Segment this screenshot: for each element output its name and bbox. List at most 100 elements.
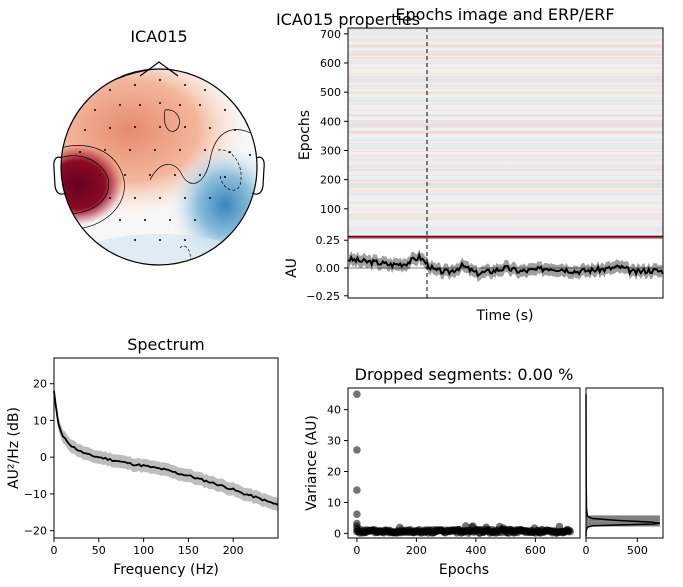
epoch-row <box>348 226 663 228</box>
spectrum-series-line <box>53 391 279 506</box>
epoch-row <box>348 67 663 69</box>
epoch-variance-point <box>566 527 574 536</box>
epoch-row <box>348 180 663 182</box>
topomap-panel: ICA015 <box>53 27 265 266</box>
figure-suptitle: ICA015 properties <box>276 10 420 29</box>
epoch-row <box>348 193 663 195</box>
topomap-left-ear <box>53 156 67 195</box>
erp-tick-label: −0.25 <box>306 290 340 303</box>
epoch-row <box>348 93 663 95</box>
epoch-row <box>348 180 663 181</box>
epochs-tick-label: 500 <box>320 86 341 99</box>
epoch-row <box>348 187 663 188</box>
epochs-tick-label: 400 <box>320 115 341 128</box>
epoch-row <box>348 125 663 127</box>
variance-histogram-density-line <box>585 394 661 537</box>
dropped-segments-title: Dropped segments: 0.00 % <box>355 365 574 384</box>
epoch-row <box>348 81 663 83</box>
spectrum-x-tick-label: 50 <box>92 544 106 557</box>
spectrum-y-tick-label: 0 <box>40 451 47 464</box>
epoch-row <box>348 51 663 53</box>
epoch-row <box>348 60 663 62</box>
histogram-bar <box>586 521 660 527</box>
epoch-row <box>348 166 663 168</box>
spectrum-y-tick-label: 20 <box>33 378 47 391</box>
epoch-row <box>348 53 663 55</box>
epoch-row <box>348 77 663 79</box>
spectrum-confidence-band <box>54 384 278 512</box>
epoch-row <box>348 44 663 46</box>
epoch-row <box>348 147 663 149</box>
epoch-row <box>348 61 663 63</box>
variance-histogram-panel: 0 500 <box>583 387 664 557</box>
topomap-contour-line <box>149 129 257 184</box>
epoch-row <box>348 145 663 147</box>
epochs-image-ylabel: Epochs <box>297 110 313 160</box>
epoch-row <box>348 29 663 31</box>
dropped-segments-xlabel: Epochs <box>439 562 489 578</box>
topomap-contour-line <box>61 145 125 231</box>
epoch-row <box>348 202 663 204</box>
topomap-nose <box>139 61 179 77</box>
epoch-row <box>348 184 663 186</box>
epoch-row <box>348 31 663 33</box>
epoch-row <box>348 186 663 188</box>
spectrum-ylabel: AU²/Hz (dB) <box>6 407 22 489</box>
scatter-y-tick-label: 0 <box>334 527 341 540</box>
dropped-segments-frame <box>347 387 581 539</box>
epoch-row <box>348 166 663 168</box>
epoch-row <box>348 218 663 220</box>
epoch-row <box>348 142 663 144</box>
epoch-row <box>348 63 663 65</box>
epoch-row <box>348 213 663 215</box>
erp-xlabel: Time (s) <box>476 308 534 324</box>
epochs-tick-label: 100 <box>320 203 341 216</box>
epoch-row <box>348 38 663 40</box>
epoch-row <box>348 114 663 116</box>
epoch-row <box>348 202 663 204</box>
epoch-row <box>348 79 663 81</box>
epoch-row <box>348 79 663 81</box>
spectrum-frame <box>53 357 279 539</box>
epoch-row <box>348 130 663 132</box>
epoch-row <box>348 91 663 93</box>
scatter-y-tick-label: 10 <box>327 496 341 509</box>
epoch-row <box>348 122 663 124</box>
topomap-contour-line <box>164 109 180 132</box>
epoch-row <box>348 54 663 55</box>
epoch-row <box>348 235 663 236</box>
dropped-segments-panel: Dropped segments: 0.00 % 0 200 400 600 0 10 20… <box>304 365 581 578</box>
spectrum-x-tick-label: 100 <box>133 544 154 557</box>
epoch-row <box>348 216 663 218</box>
epoch-row <box>348 228 663 230</box>
epoch-row <box>348 138 663 140</box>
spectrum-x-tick-label: 150 <box>178 544 199 557</box>
epoch-row <box>348 122 663 124</box>
topomap-contour-line <box>179 245 191 265</box>
epoch-row <box>348 73 663 75</box>
erp-ylabel: AU <box>284 258 300 278</box>
spectrum-x-tick-label: 200 <box>223 544 244 557</box>
epoch-row <box>348 74 663 76</box>
epoch-row <box>348 124 663 126</box>
epoch-row <box>348 217 663 218</box>
epoch-row <box>348 76 663 78</box>
spectrum-y-tick-label: −10 <box>24 488 47 501</box>
scatter-x-tick-label: 0 <box>353 544 360 557</box>
erp-y-ticks: 0.25 0.00 −0.25 <box>306 234 348 303</box>
epoch-row <box>348 180 663 182</box>
spectrum-y-tick-label: −20 <box>24 525 47 538</box>
epoch-variance-point <box>353 510 361 518</box>
histogram-bar <box>586 515 660 522</box>
spectrum-panel: Spectrum 0 50 100 150 200 −20 −10 0 10 20 Frequen… <box>6 335 279 578</box>
epoch-row <box>348 202 663 204</box>
epochs-tick-label: 600 <box>320 57 341 70</box>
epoch-row <box>348 209 663 211</box>
epoch-row <box>348 156 663 158</box>
epoch-row <box>348 124 663 126</box>
epoch-row <box>348 190 663 192</box>
epoch-row <box>348 92 663 94</box>
epoch-row <box>348 185 663 187</box>
epoch-row <box>348 34 663 36</box>
